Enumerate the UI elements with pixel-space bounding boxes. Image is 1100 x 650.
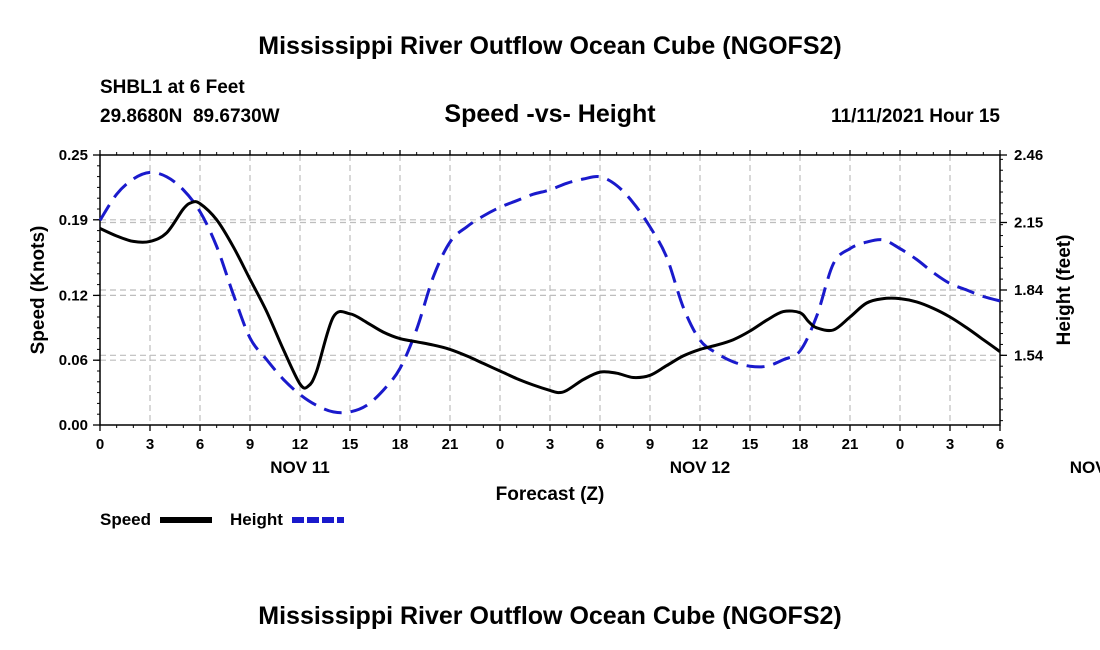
- x-tick-label: 3: [546, 436, 554, 453]
- x-tick-label: 0: [896, 436, 904, 453]
- y2-axis-label: Height (feet): [1054, 235, 1075, 346]
- station-coords: 29.8680N 89.6730W: [100, 106, 280, 127]
- legend-label-height: Height: [230, 510, 283, 529]
- chart-grid: [100, 155, 1000, 425]
- x-tick-label: 18: [392, 436, 409, 453]
- x-tick-label: 6: [996, 436, 1004, 453]
- y-tick-label: 0.19: [59, 212, 88, 229]
- x-tick-label: 9: [646, 436, 654, 453]
- y2-tick-label: 2.15: [1014, 215, 1043, 232]
- station-name: SHBL1 at 6 Feet: [100, 77, 245, 98]
- x-tick-label: 12: [292, 436, 309, 453]
- y2-tick-label: 2.46: [1014, 147, 1043, 164]
- y2-tick-label: 1.54: [1014, 347, 1044, 364]
- y-tick-label: 0.25: [59, 147, 88, 164]
- x-tick-label: 0: [496, 436, 504, 453]
- series-line-height: [98, 170, 1001, 415]
- x-tick-label: 3: [946, 436, 954, 453]
- y-tick-label: 0.12: [59, 287, 88, 304]
- x-tick-label: 18: [792, 436, 809, 453]
- y-tick-label: 0.06: [59, 352, 88, 369]
- y2-tick-label: 1.84: [1014, 282, 1044, 299]
- legend: Speed Height: [100, 510, 344, 529]
- x-tick-label: 12: [692, 436, 709, 453]
- x-tick-label: 0: [96, 436, 104, 453]
- page-title: Mississippi River Outflow Ocean Cube (NG…: [258, 32, 842, 60]
- x-tick-label: 21: [442, 436, 459, 453]
- chart-title: Speed -vs- Height: [444, 100, 656, 128]
- x-tick-label: 6: [196, 436, 204, 453]
- x-date-label: NOV 11: [270, 458, 330, 477]
- x-tick-label: 15: [742, 436, 759, 453]
- x-tick-label: 15: [342, 436, 359, 453]
- x-tick-label: 21: [842, 436, 859, 453]
- y-axis-label: Speed (Knots): [28, 226, 49, 355]
- x-date-label: NOV 13: [1070, 458, 1100, 477]
- legend-label-speed: Speed: [100, 510, 151, 529]
- y-tick-label: 0.00: [59, 417, 88, 434]
- x-tick-label: 9: [246, 436, 254, 453]
- forecast-datetime: 11/11/2021 Hour 15: [830, 106, 1000, 127]
- series-line-speed: [99, 200, 1001, 395]
- x-tick-label: 3: [146, 436, 154, 453]
- axis-ticks: [93, 150, 1007, 431]
- x-date-label: NOV 12: [670, 458, 730, 477]
- speed-height-chart: 0 3 6 9 12 15 18 21 0 3 6 9 12 15 18 21 0 3 6 NOV 11 NOV 12 N…: [28, 147, 1100, 529]
- x-tick-label: 6: [596, 436, 604, 453]
- series-lines: [98, 170, 1001, 415]
- tick-labels: 0 3 6 9 12 15 18 21 0 3 6 9 12 15 18 21 0 3 6 NOV 11 NOV 12 N…: [59, 147, 1100, 477]
- x-axis-label: Forecast (Z): [496, 484, 605, 505]
- footer-title: Mississippi River Outflow Ocean Cube (NG…: [258, 602, 842, 630]
